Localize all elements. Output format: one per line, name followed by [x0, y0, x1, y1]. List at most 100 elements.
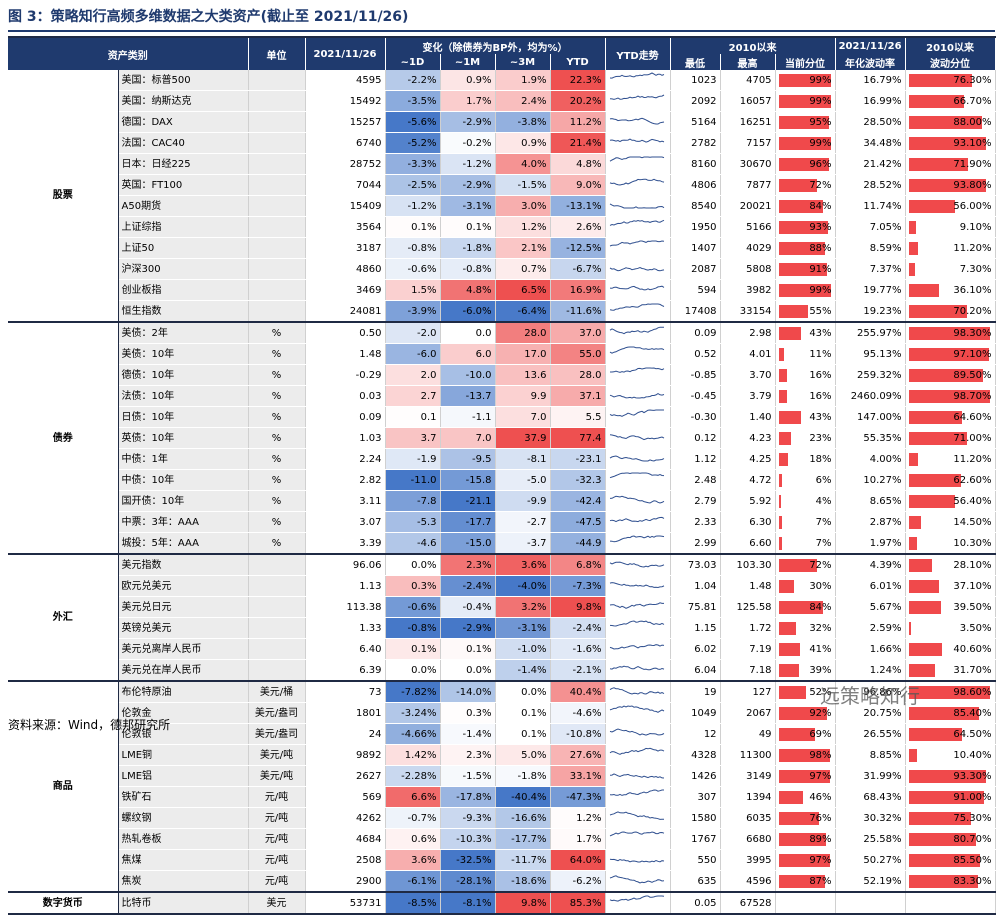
value-cell: 5.67%	[835, 596, 906, 618]
value-cell: 73.03	[670, 554, 721, 576]
percentile-label: 9.10%	[959, 221, 992, 233]
change-cell: 37.1	[550, 385, 606, 407]
change-cell: -1.2%	[440, 153, 496, 175]
sparkline	[609, 831, 664, 837]
value-cell: 4.01	[720, 343, 776, 365]
percentile-cell: 3.50%	[905, 617, 996, 639]
percentile-cell: 98.60%	[905, 681, 996, 703]
percentile-bar	[908, 368, 983, 382]
bar-wrap: 31.70%	[908, 663, 992, 678]
bar-wrap: 97%	[778, 853, 832, 868]
percentile-bar	[778, 642, 801, 656]
value-cell: 2.33	[670, 511, 721, 533]
bar-wrap: 96%	[778, 157, 832, 172]
percentile-label: 84%	[809, 200, 832, 212]
header-cell: 2010以来	[670, 37, 836, 54]
percentile-label: 97%	[809, 854, 832, 866]
percentile-label: 96%	[809, 158, 832, 170]
value-cell: 49	[720, 723, 776, 745]
ytd-sparkline	[605, 490, 671, 512]
percentile-cell: 85.40%	[905, 702, 996, 724]
percentile-cell: 11.20%	[905, 448, 996, 470]
percentile-cell: 4%	[775, 490, 836, 512]
value-cell: 1.12	[670, 448, 721, 470]
change-cell: 1.7%	[440, 90, 496, 112]
change-cell: -8.1	[495, 448, 551, 470]
sparkline	[609, 472, 664, 479]
change-cell: 27.6%	[550, 744, 606, 766]
change-cell: -42.4	[550, 490, 606, 512]
bar-wrap: 11.20%	[908, 241, 992, 256]
change-cell: 0.9%	[495, 132, 551, 154]
table-row: 外汇 美元指数 96.06 0.0% 2.3% 3.6% 6.8% 73.03 103.30 72…	[8, 554, 996, 682]
change-cell: -15.0	[440, 532, 496, 555]
percentile-label: 95%	[809, 116, 832, 128]
unit: %	[248, 406, 306, 428]
change-cell: 2.3%	[440, 554, 496, 576]
percentile-bar	[908, 685, 991, 699]
change-cell: -1.6%	[550, 638, 606, 660]
value-cell: 1.48	[305, 343, 386, 365]
unit: %	[248, 490, 306, 512]
sparkline-path	[609, 602, 664, 609]
value-cell: 1.13	[305, 575, 386, 597]
value-cell: 2782	[670, 132, 721, 154]
change-cell: -1.8%	[440, 237, 496, 259]
value-cell: 6.04	[670, 659, 721, 682]
bar-wrap: 37.10%	[908, 579, 992, 594]
percentile-cell: 31.70%	[905, 659, 996, 682]
percentile-bar	[908, 326, 991, 340]
percentile-bar	[778, 663, 800, 677]
value-cell: 7.19	[720, 638, 776, 660]
value-cell: 8540	[670, 195, 721, 217]
change-cell: -1.0%	[495, 638, 551, 660]
value-cell: 55.35%	[835, 427, 906, 449]
value-cell: 2.99	[670, 532, 721, 555]
change-cell: -5.3	[385, 511, 441, 533]
sparkline	[609, 535, 664, 543]
value-cell: 0.09	[305, 406, 386, 428]
change-cell: 7.0	[495, 406, 551, 428]
table-row: 中债：10年% 2.82 -11.0 -15.8 -5.0 -32.3 2.48 4.72 6%…	[8, 469, 996, 491]
table-row: A50期货 15409 -1.2% -3.1% 3.0% -13.1% 8540 20021 8…	[8, 195, 996, 217]
value-cell: 3.79	[720, 385, 776, 407]
percentile-cell: 36.10%	[905, 279, 996, 301]
table-row: 铁矿石 元/吨 569 6.6% -17.8% -40.4% -47.3% 307 1394 46…	[8, 786, 996, 808]
value-cell: 3.70	[720, 364, 776, 386]
change-cell: -47.5	[550, 511, 606, 533]
sparkline-path	[609, 455, 664, 462]
bar-wrap: 98.30%	[908, 326, 992, 341]
value-cell: 11300	[720, 744, 776, 766]
change-cell: 16.9%	[550, 279, 606, 301]
change-cell: -44.9	[550, 532, 606, 555]
percentile-bar	[908, 304, 967, 318]
value-cell: 33154	[720, 300, 776, 323]
value-cell: 28.52%	[835, 174, 906, 196]
bar-wrap: 62.60%	[908, 473, 992, 488]
change-cell: -2.28%	[385, 765, 441, 787]
change-cell: -10.3%	[440, 828, 496, 850]
percentile-label: 88.00%	[953, 116, 992, 128]
value-cell: 28752	[305, 153, 386, 175]
bar-wrap: 83.30%	[908, 874, 992, 889]
sparkline-path	[609, 875, 664, 884]
bar-wrap: 39%	[778, 663, 832, 678]
bar-wrap: 91.00%	[908, 790, 992, 805]
value-cell: 4262	[305, 807, 386, 829]
percentile-cell: 84%	[775, 195, 836, 217]
value-cell: 2092	[670, 90, 721, 112]
value-cell: 24081	[305, 300, 386, 323]
percentile-bar	[778, 262, 827, 276]
header-cell: ~1M	[440, 54, 496, 70]
percentile-cell: 87%	[775, 870, 836, 893]
percentile-cell: 7.30%	[905, 258, 996, 280]
change-cell: -2.0	[385, 322, 441, 344]
asset-name: 焦炭	[118, 870, 249, 893]
percentile-label: 76.30%	[953, 74, 992, 86]
asset-name: 热轧卷板	[118, 828, 249, 850]
sparkline	[609, 266, 664, 272]
change-cell: 1.42%	[385, 744, 441, 766]
value-cell: 11.74%	[835, 195, 906, 217]
value-cell: 12	[670, 723, 721, 745]
change-cell: 0.6%	[385, 828, 441, 850]
